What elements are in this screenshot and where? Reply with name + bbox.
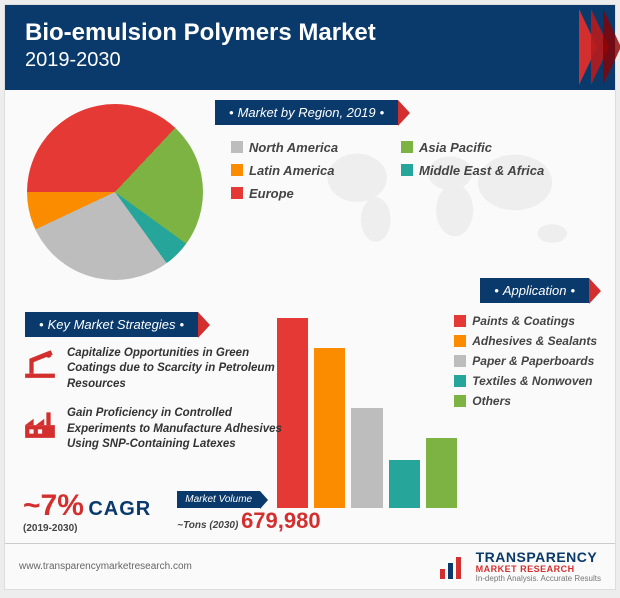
bar [314, 348, 345, 508]
factory-icon [23, 406, 57, 440]
bar [426, 438, 457, 508]
oil-pump-icon [23, 346, 57, 380]
market-volume-stat: Market Volume ~Tons (2030) 679,980 [177, 489, 320, 534]
header: Bio-emulsion Polymers Market 2019-2030 [5, 5, 615, 90]
application-legend: Paints & Coatings Adhesives & Sealants Pap… [454, 314, 597, 414]
body: Market by Region, 2019 • North America As… [5, 90, 615, 542]
region-section-tag: Market by Region, 2019 • [215, 100, 398, 125]
legend-item: Textiles & Nonwoven [454, 374, 597, 388]
title-years: 2019-2030 [25, 49, 595, 72]
legend-item: North America [231, 140, 381, 155]
cagr-label: CAGR [88, 498, 151, 520]
legend-item: Adhesives & Sealants [454, 334, 597, 348]
region-legend: North America Asia Pacific Latin America Mi… [231, 140, 551, 209]
legend-item: Asia Pacific [401, 140, 551, 155]
stats-row: ~7% CAGR (2019-2030) Market Volume ~Tons… [23, 489, 321, 534]
strategies-section-tag: Key Market Strategies • [25, 312, 198, 337]
legend-item: Paints & Coatings [454, 314, 597, 328]
infographic-card: Bio-emulsion Polymers Market 2019-2030 M… [4, 4, 616, 590]
footer-url: www.transparencymarketresearch.com [19, 561, 192, 572]
market-volume-unit: ~Tons (2030) [177, 520, 241, 531]
market-volume-tag: Market Volume [177, 491, 260, 508]
market-volume-value: 679,980 [241, 508, 321, 533]
title: Bio-emulsion Polymers Market 2019-2030 [25, 19, 595, 72]
strategy-item: Gain Proficiency in Controlled Experimen… [23, 406, 283, 453]
footer: www.transparencymarketresearch.com TRANS… [5, 543, 615, 589]
legend-item: Others [454, 394, 597, 408]
strategy-item: Capitalize Opportunities in Green Coatin… [23, 346, 283, 393]
application-section-tag: Application • [480, 278, 589, 303]
legend-item: Paper & Paperboards [454, 354, 597, 368]
strategies-list: Capitalize Opportunities in Green Coatin… [23, 346, 283, 467]
bar [351, 408, 382, 508]
cagr-stat: ~7% CAGR (2019-2030) [23, 489, 151, 534]
footer-brand: TRANSPARENCY MARKET RESEARCH In-depth An… [436, 550, 601, 583]
brand-logo-icon [436, 553, 468, 581]
application-bar-chart [277, 308, 457, 508]
bar [389, 460, 420, 508]
title-text: Bio-emulsion Polymers Market [25, 19, 376, 46]
region-pie-chart [27, 104, 203, 280]
header-chevron-icon [579, 5, 615, 90]
legend-item: Middle East & Africa [401, 163, 551, 178]
cagr-years: (2019-2030) [23, 523, 151, 534]
legend-item: Latin America [231, 163, 381, 178]
legend-item: Europe [231, 186, 381, 201]
cagr-value: ~7% [23, 489, 84, 522]
